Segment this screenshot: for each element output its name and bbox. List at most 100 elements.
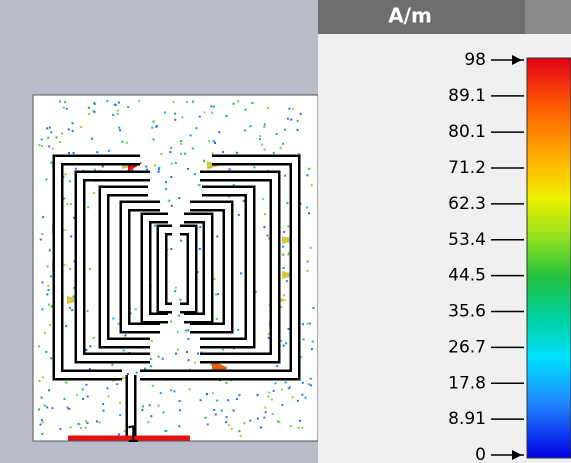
field-dot: [309, 323, 311, 325]
field-dot: [152, 385, 154, 387]
field-dot: [194, 362, 196, 364]
field-dot: [306, 174, 308, 176]
field-dot: [118, 323, 120, 325]
field-dot: [179, 299, 181, 301]
field-dot: [175, 353, 177, 355]
field-dot: [112, 114, 114, 116]
field-dot: [215, 414, 217, 416]
field-dot: [121, 141, 123, 143]
field-dot: [226, 382, 228, 384]
tick-label: 53.4: [448, 230, 486, 250]
field-dot: [41, 138, 43, 140]
field-dot: [147, 421, 149, 423]
tick-label: 26.7: [448, 337, 486, 357]
field-dot: [287, 118, 289, 120]
field-dot: [111, 364, 113, 366]
tick-label: 17.8: [448, 373, 486, 393]
field-dot: [119, 414, 121, 416]
field-dot: [267, 235, 269, 237]
field-dot: [178, 315, 180, 317]
field-dot: [226, 416, 228, 418]
field-dot: [187, 329, 189, 331]
field-dot: [49, 249, 51, 251]
field-dot: [115, 104, 117, 106]
field-dot: [96, 151, 98, 153]
field-dot: [194, 173, 196, 175]
field-dot: [93, 192, 95, 194]
field-dot: [240, 272, 242, 274]
field-dot: [73, 295, 75, 297]
field-dot: [86, 422, 88, 424]
field-dot: [267, 107, 269, 109]
field-dot: [158, 171, 160, 173]
field-dot: [38, 144, 40, 146]
field-dot: [231, 428, 233, 430]
field-dot: [182, 116, 184, 118]
field-dot: [69, 268, 71, 270]
field-dot: [158, 356, 160, 358]
field-dot: [50, 275, 52, 277]
field-dot: [262, 198, 264, 200]
field-dot: [239, 394, 241, 396]
field-dot: [46, 406, 48, 408]
field-dot: [297, 400, 299, 402]
tick-label: 35.6: [448, 302, 486, 322]
field-dot: [75, 168, 77, 170]
field-dot: [73, 152, 75, 154]
field-dot: [135, 308, 137, 310]
field-dot: [186, 101, 188, 103]
field-dot: [184, 153, 186, 155]
field-dot: [299, 420, 301, 422]
field-dot: [195, 127, 197, 129]
field-dot: [238, 430, 240, 432]
field-dot: [142, 405, 144, 407]
field-dot: [303, 338, 305, 340]
field-dot: [289, 386, 291, 388]
field-dot: [170, 147, 172, 149]
field-dot: [265, 411, 267, 413]
field-dot: [170, 176, 172, 178]
field-dot: [102, 403, 104, 405]
field-dot: [170, 321, 172, 323]
field-dot: [173, 101, 175, 103]
field-dot: [274, 382, 276, 384]
field-dot: [59, 141, 61, 143]
field-dot: [180, 143, 182, 145]
field-dot: [117, 110, 119, 112]
field-dot: [71, 309, 73, 311]
field-dot: [154, 165, 156, 167]
tick-label: 44.5: [448, 266, 486, 286]
field-dot: [225, 421, 227, 423]
field-dot: [76, 394, 78, 396]
field-dot: [56, 137, 58, 139]
field-dot: [68, 408, 70, 410]
field-dot: [64, 101, 66, 103]
field-dot: [288, 108, 290, 110]
field-dot: [119, 402, 121, 404]
field-dot: [302, 382, 304, 384]
field-dot: [48, 389, 50, 391]
field-dot: [311, 184, 313, 186]
field-dot: [151, 340, 153, 342]
field-dot: [310, 247, 312, 249]
field-dot: [70, 235, 72, 237]
field-dot: [87, 310, 89, 312]
field-dot: [89, 268, 91, 270]
field-dot: [38, 409, 40, 411]
field-dot: [87, 396, 89, 398]
tick-label: 89.1: [448, 86, 486, 106]
field-dot: [268, 337, 270, 339]
field-dot: [173, 390, 175, 392]
field-dot: [276, 133, 278, 135]
field-dot: [91, 138, 93, 140]
field-dot: [51, 305, 53, 307]
field-dot: [301, 427, 303, 429]
field-dot: [189, 388, 191, 390]
field-dot: [186, 351, 188, 353]
field-dot: [49, 127, 51, 129]
field-dot: [272, 413, 274, 415]
field-dot: [89, 345, 91, 347]
field-dot: [41, 233, 43, 235]
field-dot: [145, 166, 147, 168]
field-dot: [165, 181, 167, 183]
